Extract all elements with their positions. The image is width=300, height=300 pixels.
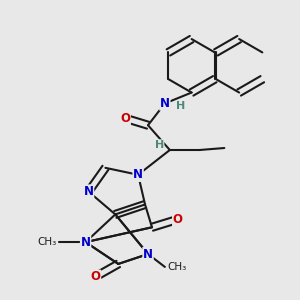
- Text: CH₃: CH₃: [167, 262, 187, 272]
- Text: CH₃: CH₃: [37, 237, 56, 247]
- Text: N: N: [81, 236, 91, 249]
- Text: O: O: [120, 112, 130, 125]
- Text: N: N: [84, 185, 94, 198]
- Text: N: N: [160, 97, 170, 110]
- Text: N: N: [133, 168, 143, 181]
- Text: N: N: [143, 248, 153, 260]
- Text: O: O: [91, 270, 100, 283]
- Text: H: H: [176, 101, 185, 111]
- Text: O: O: [173, 213, 183, 226]
- Text: H: H: [155, 140, 164, 150]
